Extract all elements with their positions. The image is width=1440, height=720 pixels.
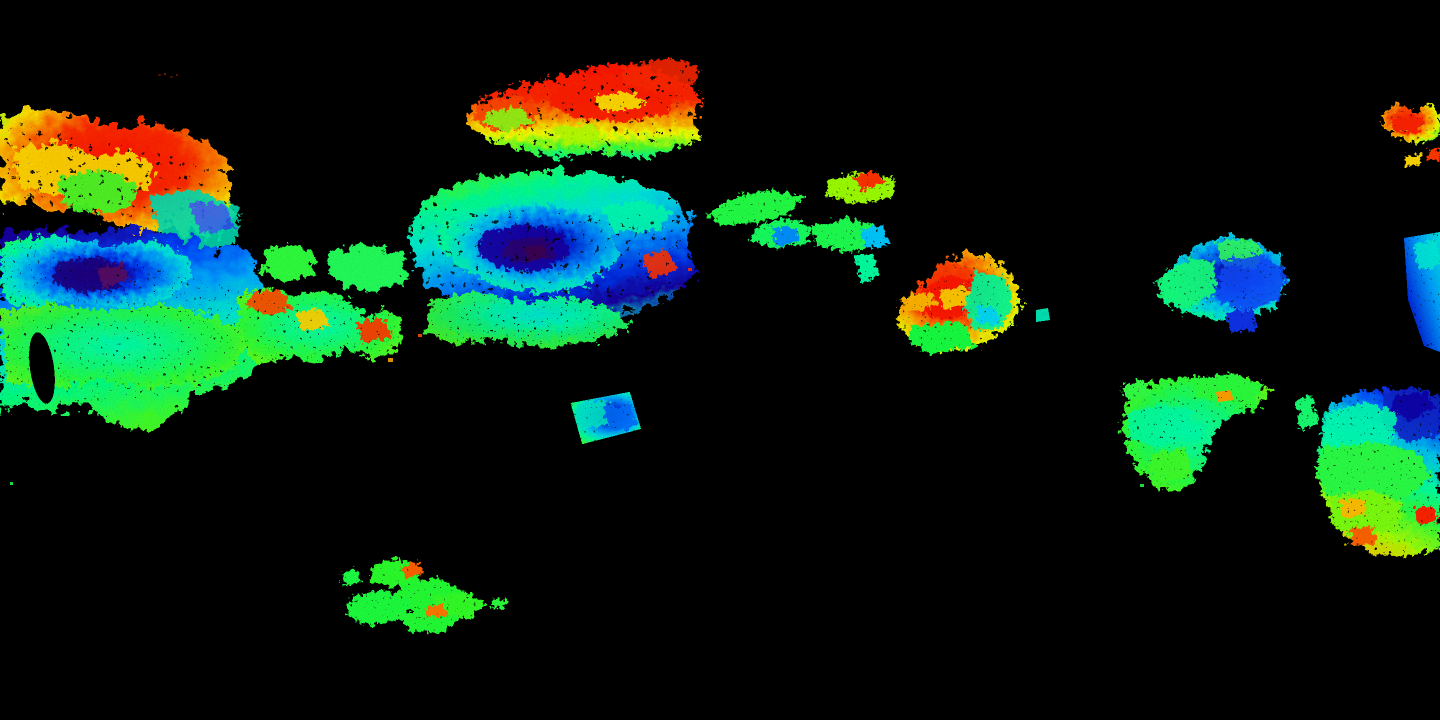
satellite-raster: [0, 0, 1440, 720]
raster-image-canvas: [0, 0, 1440, 720]
raster-grain-overlay: [0, 0, 1440, 720]
